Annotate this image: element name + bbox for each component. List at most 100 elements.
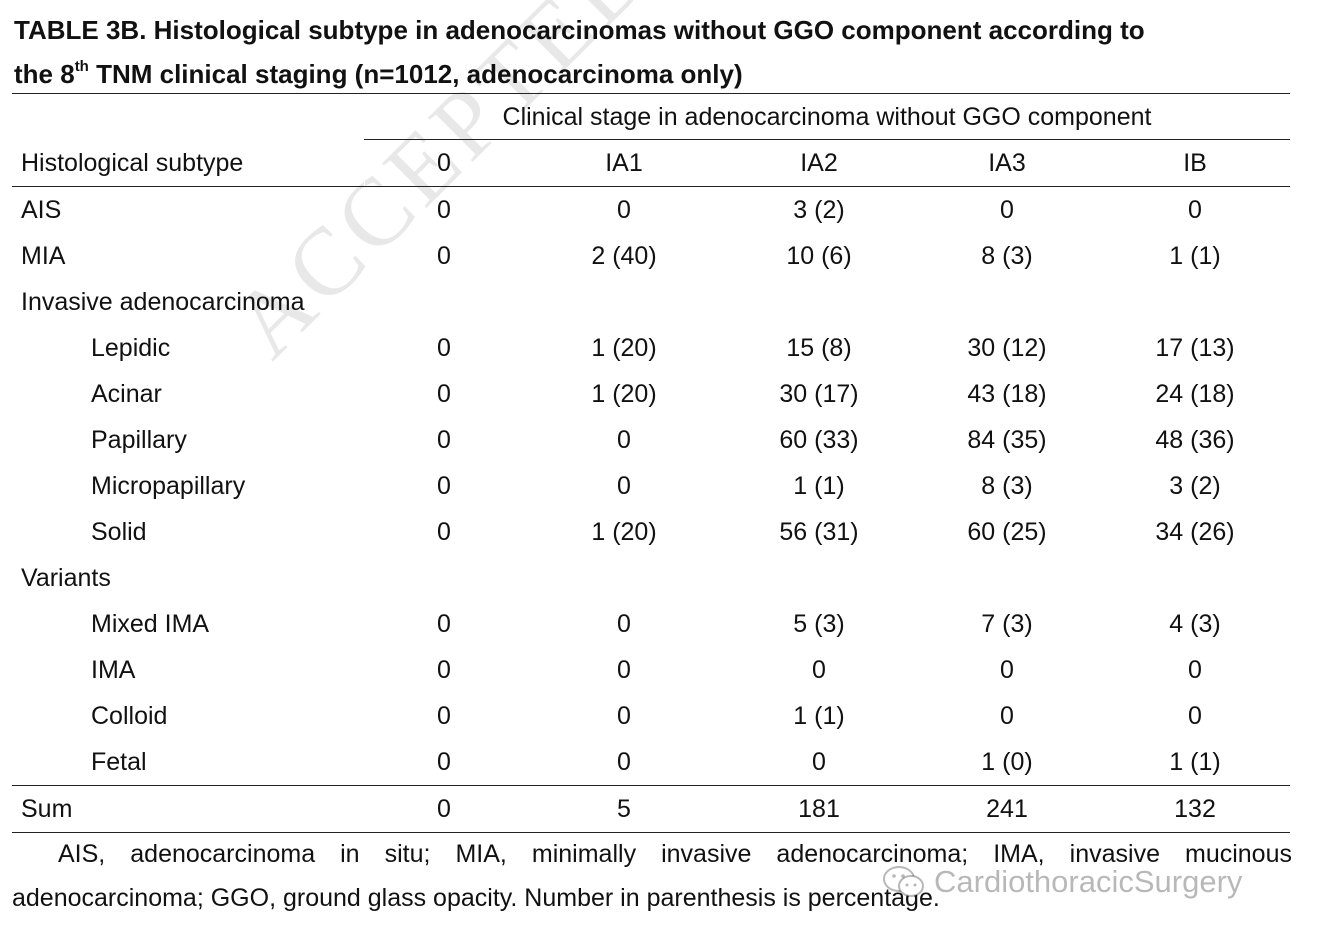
- table-cell: [937, 279, 1077, 325]
- table-cell: 60 (33): [779, 426, 859, 454]
- column-spanner: Clinical stage in adenocarcinoma without…: [502, 103, 1152, 131]
- table-row: Fetal 0 0 0 1 (0) 1 (1): [12, 739, 1290, 785]
- table-cell: [404, 279, 484, 325]
- table-cell: 0: [437, 518, 451, 546]
- table-cell: 0: [617, 610, 631, 638]
- table-cell: 0: [437, 426, 451, 454]
- row-label: Fetal: [91, 748, 147, 776]
- sum-cell: 181: [798, 795, 840, 823]
- table-cell: 1 (1): [793, 702, 845, 730]
- column-header: 0: [437, 149, 451, 177]
- table-cell: 0: [437, 610, 451, 638]
- table-cell: 0: [437, 656, 451, 684]
- table-cell: 1 (1): [793, 472, 845, 500]
- table-cell: 0: [1188, 702, 1202, 730]
- row-label: Colloid: [91, 702, 168, 730]
- table-cell: [937, 555, 1077, 601]
- table-cell: [1125, 555, 1265, 601]
- sum-cell: 5: [617, 795, 631, 823]
- table-cell: 60 (25): [967, 518, 1047, 546]
- table-cell: 30 (12): [967, 334, 1047, 362]
- table-cell: 5 (3): [793, 610, 845, 638]
- row-label: Lepidic: [91, 334, 171, 362]
- table-cell: [749, 555, 889, 601]
- table-cell: 0: [617, 656, 631, 684]
- table-row: Mixed IMA 0 0 5 (3) 7 (3) 4 (3): [12, 601, 1290, 647]
- table-row: IMA 0 0 0 0 0: [12, 647, 1290, 693]
- column-header: IA3: [988, 149, 1026, 177]
- column-gap: [934, 140, 935, 186]
- table-cell: 8 (3): [981, 472, 1033, 500]
- title-line-2-post: TNM clinical staging (n=1012, adenocarci…: [88, 59, 743, 89]
- table-cell: [564, 555, 684, 601]
- table-cell: 84 (35): [967, 426, 1047, 454]
- table-cell: 1 (20): [591, 334, 657, 362]
- table-cell: 8 (3): [981, 242, 1033, 270]
- table-cell: 0: [437, 380, 451, 408]
- table-row: MIA 0 2 (40) 10 (6) 8 (3) 1 (1): [12, 233, 1290, 279]
- row-label: Papillary: [91, 426, 187, 454]
- row-label: IMA: [91, 656, 136, 684]
- table-cell: 0: [1000, 656, 1014, 684]
- row-label: AIS: [21, 196, 62, 224]
- row-label: Invasive adenocarcinoma: [21, 288, 305, 316]
- column-gap: [544, 140, 545, 186]
- table-cell: 2 (40): [591, 242, 657, 270]
- table-cell: 1 (1): [1169, 242, 1221, 270]
- table-cell: 1 (20): [591, 380, 657, 408]
- table-cell: 0: [617, 702, 631, 730]
- title-line-2-pre: the 8: [14, 59, 75, 89]
- table-cell: 0: [812, 656, 826, 684]
- table-cell: 4 (3): [1169, 610, 1221, 638]
- table-title: TABLE 3B. Histological subtype in adenoc…: [14, 8, 1304, 96]
- table-row: Micropapillary 0 0 1 (1) 8 (3) 3 (2): [12, 463, 1290, 509]
- table-cell: 0: [617, 196, 631, 224]
- sum-label: Sum: [21, 795, 73, 823]
- table-row: Solid 0 1 (20) 56 (31) 60 (25) 34 (26): [12, 509, 1290, 555]
- table-cell: 3 (2): [1169, 472, 1221, 500]
- table-cell: 0: [617, 472, 631, 500]
- title-superscript: th: [74, 58, 89, 75]
- table-row: AIS 0 0 3 (2) 0 0: [12, 187, 1290, 233]
- table-cell: [749, 279, 889, 325]
- row-label: Micropapillary: [91, 472, 246, 500]
- table-cell: 1 (0): [981, 748, 1033, 776]
- table-cell: 17 (13): [1155, 334, 1235, 362]
- table-cell: 0: [1000, 702, 1014, 730]
- table-cell: [564, 279, 684, 325]
- column-header: IB: [1183, 149, 1207, 177]
- table-body: AIS 0 0 3 (2) 0 0 MIA 0 2 (40) 10 (6) 8 (3) 1 (1) In…: [12, 187, 1290, 785]
- table-cell: 34 (26): [1155, 518, 1235, 546]
- data-table: Clinical stage in adenocarcinoma without…: [12, 93, 1290, 833]
- table-cell: 0: [1188, 656, 1202, 684]
- column-gap: [364, 140, 365, 186]
- column-header: IA1: [605, 149, 643, 177]
- row-label: Acinar: [91, 380, 162, 408]
- table-cell: 0: [812, 748, 826, 776]
- spanner-row: Clinical stage in adenocarcinoma without…: [12, 94, 1290, 140]
- row-label: Mixed IMA: [91, 610, 210, 638]
- table-cell: 10 (6): [786, 242, 852, 270]
- table-cell: 7 (3): [981, 610, 1033, 638]
- table-cell: 24 (18): [1155, 380, 1235, 408]
- table-cell: 0: [437, 702, 451, 730]
- table-cell: 0: [437, 196, 451, 224]
- column-gap: [724, 140, 725, 186]
- sum-row: Sum 0 5 181 241 132: [12, 785, 1290, 833]
- table-cell: 0: [1188, 196, 1202, 224]
- sum-cell: 241: [986, 795, 1028, 823]
- table-row: Lepidic 0 1 (20) 15 (8) 30 (12) 17 (13): [12, 325, 1290, 371]
- sum-cell: 0: [437, 795, 451, 823]
- row-label: Variants: [21, 564, 111, 592]
- table-cell: 0: [1000, 196, 1014, 224]
- table-cell: 30 (17): [779, 380, 859, 408]
- table-cell: 0: [437, 472, 451, 500]
- row-header: Histological subtype: [21, 149, 244, 177]
- table-cell: 0: [437, 334, 451, 362]
- table-cell: [404, 555, 484, 601]
- row-label: Solid: [91, 518, 147, 546]
- table-cell: 0: [617, 426, 631, 454]
- table-cell: 43 (18): [967, 380, 1047, 408]
- table-cell: 0: [437, 242, 451, 270]
- table-row: Papillary 0 0 60 (33) 84 (35) 48 (36): [12, 417, 1290, 463]
